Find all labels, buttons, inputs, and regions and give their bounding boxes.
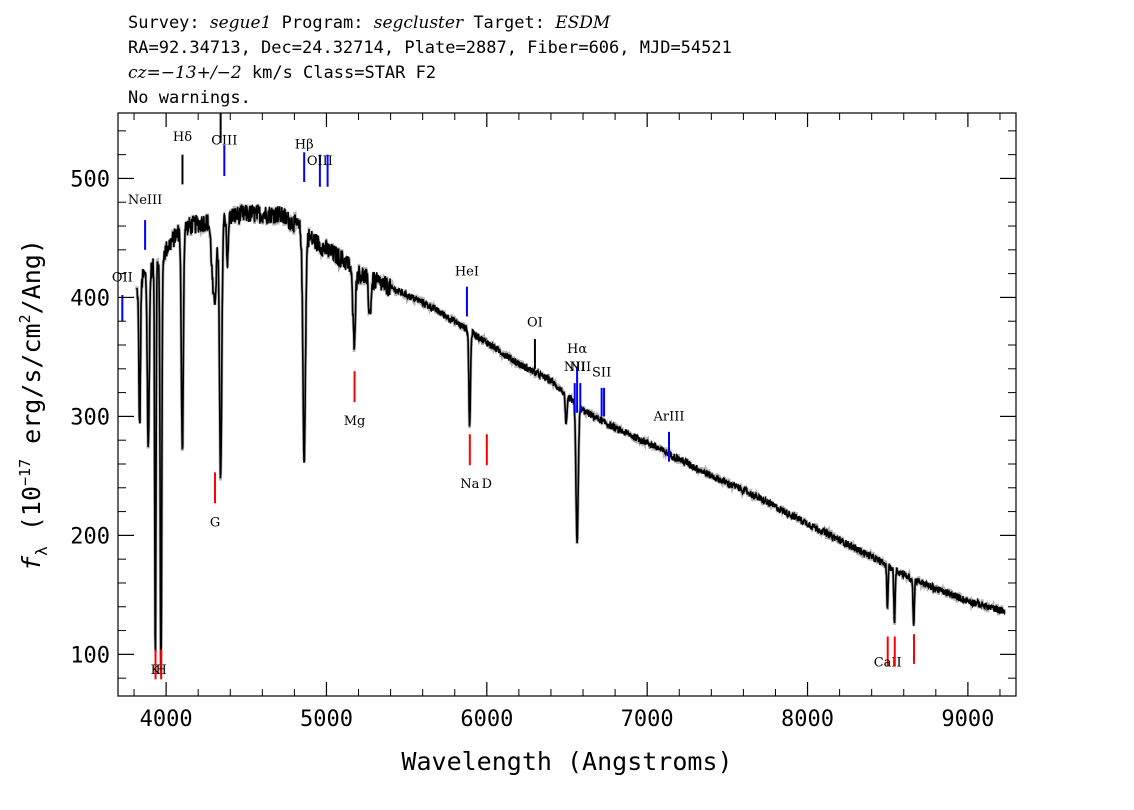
x-tick-label: 5000 [300, 707, 353, 732]
line-marker-label: Hβ [295, 137, 314, 152]
cz-label: cz [128, 63, 148, 83]
header-line-1: Survey: segue1 Program: segcluster Targe… [128, 13, 611, 33]
y-axis-mid: erg/s/cm [17, 323, 46, 458]
x-tick-label: 8000 [781, 707, 834, 732]
line-marker-label: Hδ [173, 130, 192, 145]
x-axis-title: Wavelength (Angstroms) [401, 747, 732, 776]
spectrum-line [136, 203, 1006, 675]
line-marker-label: NII [564, 360, 586, 375]
spectrum-layer [134, 203, 1007, 675]
program-key: Program: [271, 13, 373, 33]
header-line-2: RA=92.34713, Dec=24.32714, Plate=2887, F… [128, 38, 732, 58]
line-marker-label: OII [112, 271, 133, 286]
cz-value: =−13+/−2 [146, 63, 241, 83]
y-axis-exponent2: 2 [16, 314, 34, 323]
line-marker-label: D [482, 477, 492, 492]
header-line-3: cz=−13+/−2 km/s Class=STAR F2 [128, 63, 436, 83]
y-tick-label: 400 [70, 286, 110, 311]
y-axis-suffix: /Ang) [17, 239, 46, 314]
target-name: ESDM [554, 13, 611, 33]
y-tick-label: 500 [70, 167, 110, 192]
plot-frame [117, 112, 1017, 697]
x-tick-label: 6000 [460, 707, 513, 732]
line-marker-label: CaII [874, 656, 902, 671]
line-marker-label: G [210, 515, 220, 530]
x-tick-label: 7000 [621, 707, 674, 732]
class-text: km/s Class=STAR F2 [242, 63, 436, 83]
x-tick-label: 9000 [941, 707, 994, 732]
program-name: segcluster [374, 13, 464, 33]
tick-layer: 4000 5000 6000 7000 8000 9000 100 200 300 400 500 [70, 113, 1016, 732]
line-marker-label: Mg [344, 414, 366, 429]
survey-key: Survey: [128, 13, 210, 33]
line-marker-label: Hα [567, 342, 587, 357]
line-marker-label: Na [460, 477, 479, 492]
line-marker-label: ArIII [652, 410, 684, 425]
y-axis-subscript: λ [32, 546, 51, 556]
y-axis-symbol: f [17, 555, 46, 571]
header-line-4: No warnings. [128, 88, 251, 108]
line-marker-label: K [151, 663, 161, 678]
y-axis-title: fλ (10−17 erg/s/cm2/Ang) [16, 239, 51, 571]
y-tick-label: 200 [70, 524, 110, 549]
line-marker-label: SII [592, 366, 611, 381]
y-axis-exponent: −17 [16, 459, 34, 486]
y-axis-prefix: (10 [17, 486, 46, 546]
line-marker-label: NeIII [128, 193, 162, 208]
line-marker-label: OIII [211, 134, 237, 149]
x-tick-label: 4000 [140, 707, 193, 732]
line-marker-label: H [155, 663, 166, 678]
line-marker-label: HeI [455, 265, 479, 280]
line-marker-label: OI [527, 316, 543, 331]
target-key: Target: [463, 13, 555, 33]
line-marker-label: NII [569, 360, 591, 375]
line-marker-label: OIII [307, 154, 333, 169]
y-tick-label: 300 [70, 405, 110, 430]
survey-name: segue1 [210, 13, 272, 33]
spectrum-error-band [134, 203, 1007, 675]
y-tick-label: 100 [70, 643, 110, 668]
